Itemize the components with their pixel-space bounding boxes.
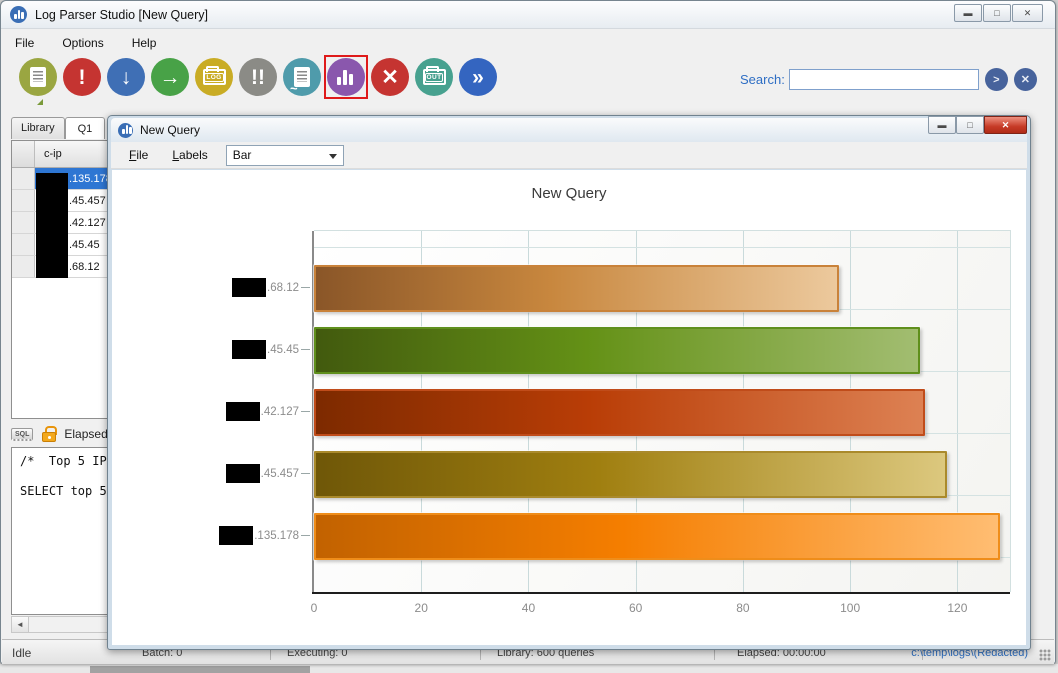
download-icon[interactable]: ↓ xyxy=(107,58,145,96)
menu-file[interactable]: File xyxy=(1,32,48,54)
x-axis-tick-label: 40 xyxy=(506,601,550,615)
row-header[interactable] xyxy=(12,256,35,277)
child-minimize-button[interactable]: ▬ xyxy=(928,116,956,134)
x-axis-tick-label: 0 xyxy=(292,601,336,615)
child-close-button[interactable]: ✕ xyxy=(984,116,1027,134)
x-axis-tick-label: 100 xyxy=(828,601,872,615)
status-idle: Idle xyxy=(12,646,31,660)
child-titlebar[interactable]: New Query xyxy=(111,118,1027,142)
chart-category-label: .135.178 xyxy=(142,512,310,559)
x-axis-tick-label: 80 xyxy=(721,601,765,615)
query-document-icon[interactable] xyxy=(283,58,321,96)
search-go-button[interactable]: > xyxy=(985,68,1008,91)
child-maximize-button[interactable]: □ xyxy=(956,116,984,134)
cancel-icon[interactable]: ✕ xyxy=(371,58,409,96)
scroll-left-arrow-icon[interactable]: ◄ xyxy=(12,617,29,632)
redaction-box-label xyxy=(232,278,266,297)
redaction-box-label xyxy=(232,340,266,359)
chart-type-dropdown[interactable]: Bar xyxy=(226,145,344,166)
chart-category-label: .68.12 xyxy=(142,264,310,311)
child-menu-file[interactable]: File xyxy=(117,143,160,167)
chart-category-label: .45.457 xyxy=(142,450,310,497)
left-panel-tabs: Library Q1 xyxy=(11,117,105,139)
chart-bar xyxy=(314,327,920,374)
chart-category-label: .42.127 xyxy=(142,388,310,435)
chart-title: New Query xyxy=(112,185,1026,202)
row-header[interactable] xyxy=(12,168,35,189)
chevron-down-icon xyxy=(329,154,337,159)
chart-bar xyxy=(314,513,1000,560)
main-titlebar[interactable]: Log Parser Studio [New Query] ▬ □ ✕ xyxy=(1,1,1055,29)
redaction-box-label xyxy=(226,402,260,421)
child-window-new-query: New Query ▬ □ ✕ File Labels Bar New Quer… xyxy=(107,115,1031,650)
redaction-box-label xyxy=(226,464,260,483)
window-title: Log Parser Studio [New Query] xyxy=(35,8,208,22)
open-log-icon[interactable]: LOG xyxy=(195,58,233,96)
output-folder-icon[interactable]: OUT xyxy=(415,58,453,96)
menu-help[interactable]: Help xyxy=(118,32,171,54)
close-button[interactable]: ✕ xyxy=(1012,4,1043,22)
child-menubar: File Labels Bar xyxy=(111,142,1027,169)
x-axis-tick-label: 60 xyxy=(614,601,658,615)
chart-area: New Query .68.12 .45.45 .42.127 .45.457 .135… xyxy=(112,170,1026,645)
sql-badge: SQL xyxy=(11,428,33,441)
child-menu-labels[interactable]: Labels xyxy=(160,143,219,167)
warnings-icon[interactable]: !! xyxy=(239,58,277,96)
app-logo-icon xyxy=(10,6,27,23)
row-header[interactable] xyxy=(12,190,35,211)
chart-bar xyxy=(314,389,925,436)
x-axis-tick-label: 20 xyxy=(399,601,443,615)
child-window-title: New Query xyxy=(140,123,200,137)
new-query-icon[interactable] xyxy=(19,58,57,96)
dropdown-corner-mark xyxy=(37,99,43,105)
chart-icon[interactable] xyxy=(327,58,365,96)
lock-icon xyxy=(41,426,57,442)
desktop-strip xyxy=(0,664,1058,673)
maximize-button[interactable]: □ xyxy=(983,4,1011,22)
row-header[interactable] xyxy=(12,212,35,233)
chart-bar xyxy=(314,265,839,312)
x-axis-tick-label: 120 xyxy=(935,601,979,615)
search-label: Search: xyxy=(740,72,785,87)
powershell-export-icon[interactable]: » xyxy=(459,58,497,96)
minimize-button[interactable]: ▬ xyxy=(954,4,982,22)
error-icon[interactable]: ! xyxy=(63,58,101,96)
chart-category-label: .45.45 xyxy=(142,326,310,373)
tab-library[interactable]: Library xyxy=(11,117,65,139)
toolbar: !↓→LOG!!✕OUT» Search: > ✕ xyxy=(1,55,1055,107)
x-axis-line xyxy=(312,592,1010,594)
chart-type-value: Bar xyxy=(233,148,252,162)
row-header[interactable] xyxy=(12,234,35,255)
menu-options[interactable]: Options xyxy=(48,32,117,54)
run-query-icon[interactable]: → xyxy=(151,58,189,96)
child-app-icon xyxy=(118,123,133,138)
grid-corner-cell xyxy=(12,141,35,167)
search-clear-button[interactable]: ✕ xyxy=(1014,68,1037,91)
chart-bar xyxy=(314,451,947,498)
search-input[interactable] xyxy=(789,69,979,90)
tab-q1[interactable]: Q1 xyxy=(65,117,106,139)
redaction-box-label xyxy=(219,526,253,545)
resize-grip[interactable] xyxy=(1039,649,1051,661)
redaction-box-grid xyxy=(36,173,68,278)
chart-plot xyxy=(314,230,1011,592)
main-menubar: File Options Help xyxy=(1,30,170,55)
